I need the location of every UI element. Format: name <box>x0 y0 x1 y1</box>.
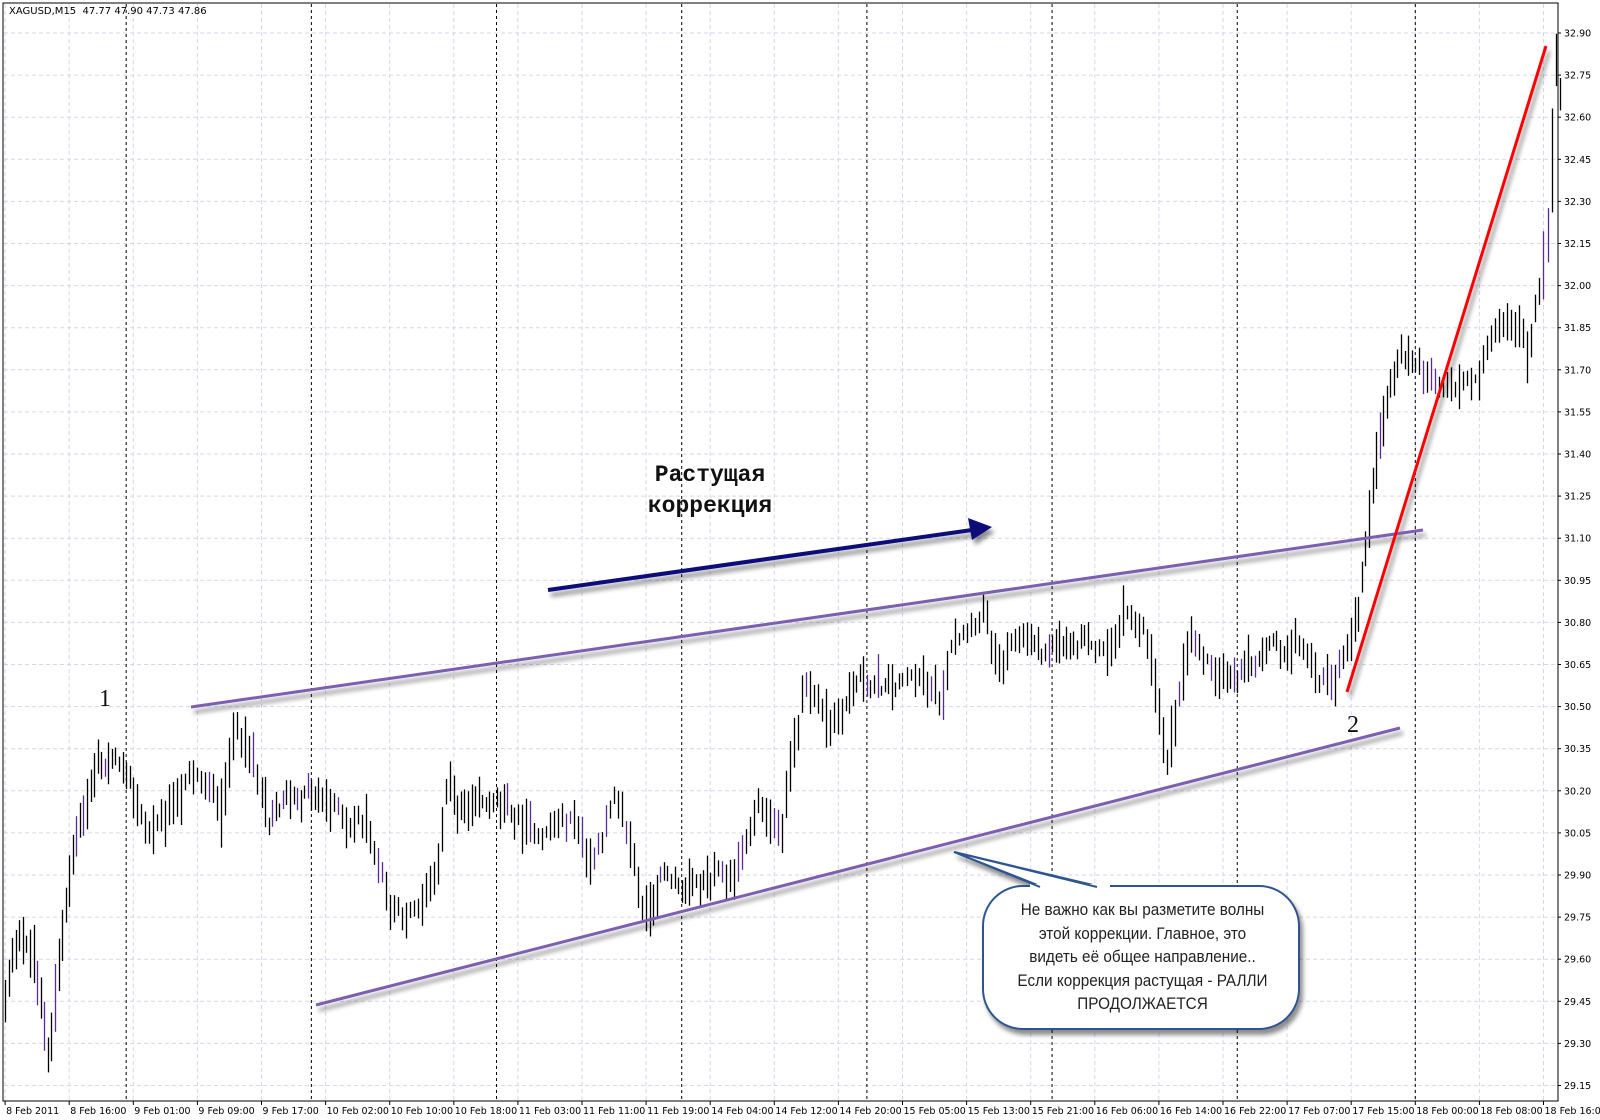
x-tick-label: 10 Feb 18:00 <box>455 1106 517 1117</box>
x-tick-label: 11 Feb 03:00 <box>519 1106 581 1117</box>
x-tick-label: 16 Feb 06:00 <box>1096 1106 1158 1117</box>
annotations <box>190 45 1548 1030</box>
y-tick-label: 32.45 <box>1564 155 1591 166</box>
y-tick-label: 29.30 <box>1564 1039 1591 1050</box>
y-tick-label: 32.15 <box>1564 239 1591 250</box>
y-tick-label: 30.65 <box>1564 660 1591 671</box>
upper-channel-line[interactable] <box>190 528 1424 709</box>
x-tick-label: 15 Feb 21:00 <box>1032 1106 1094 1117</box>
x-tick-label: 14 Feb 20:00 <box>839 1106 901 1117</box>
direction-arrow <box>547 518 992 592</box>
y-tick-label: 29.60 <box>1564 955 1591 966</box>
y-tick-label: 32.30 <box>1564 197 1591 208</box>
lower-channel-line[interactable] <box>315 726 1401 1007</box>
price-bars <box>4 33 1562 1073</box>
y-tick-label: 31.85 <box>1564 323 1591 334</box>
x-tick-label: 10 Feb 10:00 <box>391 1106 453 1117</box>
y-axis: 32.90 32.75 32.60 32.45 32.30 32.15 32.00 31.85… <box>1558 29 1591 1092</box>
x-tick-label: 15 Feb 13:00 <box>968 1106 1030 1117</box>
ohlc-values: 47.77 47.90 47.73 47.86 <box>82 6 207 17</box>
x-tick-label: 9 Feb 17:00 <box>263 1106 319 1117</box>
callout-line: этой коррекции. Главное, это <box>1038 923 1247 943</box>
y-tick-label: 32.60 <box>1564 113 1591 124</box>
annotation-title-line2: коррекция <box>647 493 773 519</box>
x-tick-label: 16 Feb 14:00 <box>1160 1106 1222 1117</box>
y-tick-label: 29.15 <box>1564 1081 1591 1092</box>
y-tick-label: 30.35 <box>1564 744 1591 755</box>
y-tick-label: 31.40 <box>1564 450 1591 461</box>
y-tick-label: 30.20 <box>1564 786 1591 797</box>
x-tick-label: 11 Feb 19:00 <box>647 1106 709 1117</box>
y-tick-label: 30.50 <box>1564 702 1591 713</box>
x-tick-label: 16 Feb 22:00 <box>1224 1106 1286 1117</box>
day-separators <box>125 4 1416 1100</box>
x-tick-label: 17 Feb 07:00 <box>1288 1106 1350 1117</box>
callout-line: ПРОДОЛЖАЕТСЯ <box>1077 994 1208 1013</box>
callout-box <box>982 885 1300 1030</box>
y-tick-label: 32.90 <box>1564 29 1591 40</box>
x-tick-label: 9 Feb 01:00 <box>134 1106 190 1117</box>
callout-line: Не важно как вы разметите волны <box>1020 900 1265 919</box>
annotation-title-line1: Растущая <box>654 462 766 488</box>
arrow-head-icon <box>968 518 992 540</box>
wave-label-1: 1 <box>99 686 111 712</box>
x-tick-label: 14 Feb 04:00 <box>711 1106 773 1117</box>
x-tick-label: 8 Feb 16:00 <box>70 1106 126 1117</box>
callout-text: Не важно как вы разметите волны этой кор… <box>1005 898 1280 1016</box>
x-tick-label: 18 Feb 08:00 <box>1480 1106 1542 1117</box>
x-tick-label: 9 Feb 09:00 <box>198 1106 254 1117</box>
callout-line: Если коррекция растущая - РАЛЛИ <box>1017 970 1268 990</box>
x-axis: 8 Feb 2011 8 Feb 16:00 9 Feb 01:00 9 Feb 09… <box>4 1101 1600 1117</box>
y-tick-label: 30.95 <box>1564 576 1591 587</box>
symbol-label: XAGUSD,M15 <box>9 6 77 17</box>
annotation-title: Растущая коррекция <box>600 460 820 522</box>
y-tick-label: 31.10 <box>1564 534 1591 545</box>
x-tick-label: 15 Feb 05:00 <box>904 1106 966 1117</box>
y-tick-label: 29.75 <box>1564 913 1591 924</box>
plot-frame <box>2 2 1559 1102</box>
x-tick-label: 17 Feb 15:00 <box>1352 1106 1414 1117</box>
x-tick-label: 18 Feb 00:00 <box>1416 1106 1478 1117</box>
y-tick-label: 32.75 <box>1564 71 1591 82</box>
x-tick-label: 14 Feb 12:00 <box>775 1106 837 1117</box>
wave-label-2: 2 <box>1347 712 1359 738</box>
y-tick-label: 32.00 <box>1564 281 1591 292</box>
x-tick-label: 10 Feb 02:00 <box>327 1106 389 1117</box>
y-tick-label: 31.25 <box>1564 492 1591 503</box>
chart-header: XAGUSD,M15 47.77 47.90 47.73 47.86 <box>9 6 207 17</box>
x-tick-label: 18 Feb 16:00 <box>1545 1106 1600 1117</box>
x-tick-label: 11 Feb 11:00 <box>583 1106 645 1117</box>
x-tick-label: 8 Feb 2011 <box>6 1106 59 1117</box>
y-tick-label: 30.80 <box>1564 618 1591 629</box>
callout-line: видеть её общее направление.. <box>1029 947 1256 966</box>
y-tick-label: 31.55 <box>1564 407 1591 418</box>
y-tick-label: 29.45 <box>1564 997 1591 1008</box>
impulse-trend-line[interactable] <box>1345 45 1548 693</box>
y-tick-label: 30.05 <box>1564 828 1591 839</box>
y-tick-label: 29.90 <box>1564 871 1591 882</box>
y-tick-label: 31.70 <box>1564 365 1591 376</box>
grid <box>4 4 1557 1100</box>
